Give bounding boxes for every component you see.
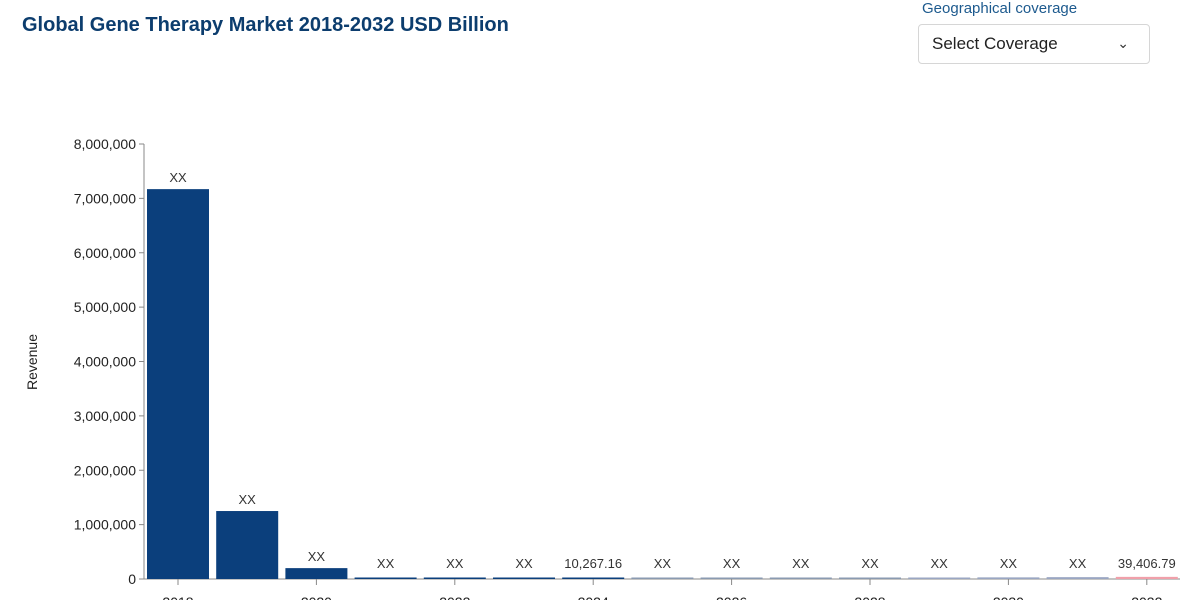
bar-2026	[700, 577, 763, 579]
coverage-select-value: Select Coverage	[932, 34, 1058, 53]
data-label-2022: XX	[446, 556, 464, 571]
x-tick-label: 2026	[716, 594, 747, 600]
bar-2021	[354, 577, 417, 579]
bar-2025	[631, 577, 694, 579]
data-label-2027: XX	[792, 556, 810, 571]
data-label-2023: XX	[515, 556, 533, 571]
x-tick-label: 2024	[578, 594, 609, 600]
bar-2031	[1046, 577, 1109, 579]
page-title: Global Gene Therapy Market 2018-2032 USD…	[22, 14, 509, 36]
y-tick-label: 3,000,000	[74, 408, 136, 424]
data-label-2019: XX	[239, 492, 257, 507]
bar-2019	[216, 511, 279, 579]
bar-2029	[908, 577, 971, 579]
bar-2024	[562, 577, 625, 579]
bar-2028	[839, 577, 901, 579]
bar-2023	[493, 577, 555, 579]
y-axis-label: Revenue	[24, 334, 40, 390]
bar-2020	[285, 568, 348, 579]
chevron-down-icon: ⌄	[1117, 35, 1129, 51]
x-tick-label: 2030	[993, 594, 1024, 600]
coverage-select[interactable]: Select Coverage ⌄	[918, 24, 1150, 64]
data-label-2029: XX	[931, 556, 949, 571]
data-label-2030: XX	[1000, 556, 1018, 571]
data-label-2031: XX	[1069, 556, 1087, 571]
data-label-2025: XX	[654, 556, 672, 571]
y-tick-label: 2,000,000	[74, 462, 136, 478]
y-tick-label: 0	[128, 571, 136, 587]
y-tick-label: 6,000,000	[74, 245, 136, 261]
data-label-2026: XX	[723, 556, 741, 571]
bar-2018	[147, 189, 209, 579]
y-tick-label: 7,000,000	[74, 190, 136, 206]
data-label-2018: XX	[169, 170, 187, 185]
bar-2030	[977, 577, 1040, 579]
data-label-2024: 10,267.16	[564, 556, 622, 571]
x-tick-label: 2032	[1131, 594, 1162, 600]
x-tick-label: 2020	[301, 594, 332, 600]
data-label-2028: XX	[861, 556, 879, 571]
bar-2027	[769, 577, 832, 579]
y-tick-label: 4,000,000	[74, 354, 136, 370]
y-tick-label: 1,000,000	[74, 517, 136, 533]
bar-2022	[423, 577, 486, 579]
x-tick-label: 2022	[439, 594, 470, 600]
coverage-label: Geographical coverage	[922, 0, 1078, 17]
y-tick-label: 5,000,000	[74, 299, 136, 315]
x-tick-label: 2028	[854, 594, 885, 600]
y-tick-label: 8,000,000	[74, 136, 136, 152]
bar-2032	[1115, 576, 1178, 579]
data-label-2020: XX	[308, 549, 326, 564]
data-label-2032: 39,406.79	[1118, 556, 1176, 571]
data-label-2021: XX	[377, 556, 395, 571]
x-tick-label: 2018	[162, 594, 193, 600]
